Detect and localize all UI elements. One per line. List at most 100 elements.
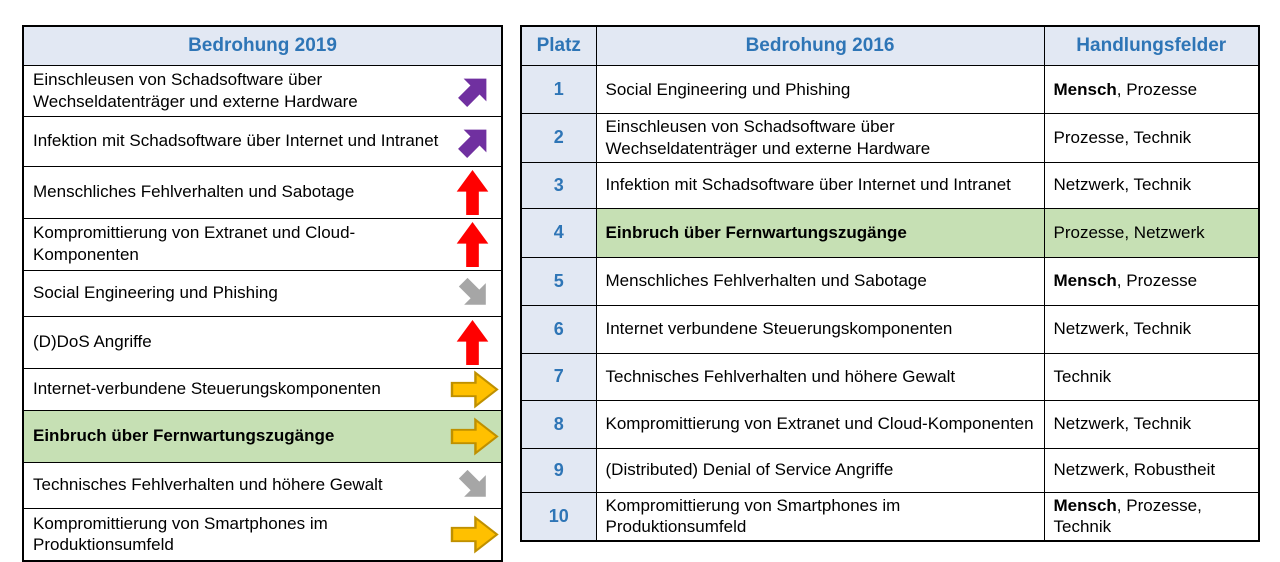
threat-label: Einschleusen von Schadsoftware über Wech… [33,70,358,111]
ranked-threat-row: 9 (Distributed) Denial of Service Angrif… [520,447,1260,493]
col-header-handlungsfelder: Handlungsfelder [1043,25,1260,66]
threat-cell: (Distributed) Denial of Service Angriffe [595,447,1045,493]
threat-label: Internet-verbundene Steuerungskomponente… [33,379,381,399]
threat-row: Menschliches Fehlverhalten und Sabotage [22,165,503,219]
threat-row: Einbruch über Fernwartungszugänge [22,409,503,463]
action-field-segment: Netzwerk, Technik [1053,414,1192,434]
action-field-segment: Mensch [1053,79,1117,99]
trend-up-right-icon [458,78,487,108]
action-field-segment: , Prozesse [1116,79,1198,99]
threat-cell: Infektion mit Schadsoftware über Interne… [25,119,500,164]
threat-cell: Kompromittierung von Smartphones im Prod… [595,491,1045,542]
threat-row: Social Engineering und Phishing [22,269,503,317]
threat-label: Einbruch über Fernwartungszugänge [33,426,335,446]
ranked-threat-row: 4 Einbruch über Fernwartungszugänge Proz… [520,207,1260,258]
threat-label: Social Engineering und Phishing [33,283,278,303]
ranked-threat-row: 7 Technisches Fehlverhalten und höhere G… [520,352,1260,401]
col-header-platz: Platz [520,25,597,66]
ranked-threat-row: 10 Kompromittierung von Smartphones im P… [520,491,1260,542]
ranked-threat-row: 6 Internet verbundene Steuerungskomponen… [520,304,1260,354]
threat-cell: Einbruch über Fernwartungszugänge [595,207,1045,258]
action-field-segment: , Prozesse [1116,271,1198,291]
action-fields-cell: Netzwerk, Technik [1043,304,1260,354]
rank-cell: 6 [520,304,597,354]
threat-label: Kompromittierung von Extranet und Cloud-… [33,223,356,264]
action-fields-cell: Netzwerk, Technik [1043,399,1260,449]
action-field-segment: Prozesse, Netzwerk [1053,222,1205,242]
threat-cell: Einbruch über Fernwartungszugänge [25,416,500,456]
left-table-body: Einschleusen von Schadsoftware über Wech… [22,65,503,562]
trend-up-icon [456,221,489,267]
bedrohung-2019-table: Bedrohung 2019 Einschleusen von Schadsof… [22,25,503,562]
rank-cell: 2 [520,113,597,163]
right-table-header-row: Platz Bedrohung 2016 Handlungsfelder [520,25,1260,66]
threat-label: Menschliches Fehlverhalten und Sabotage [33,182,355,202]
action-field-segment: Netzwerk, Robustheit [1053,460,1216,480]
threat-cell: Kompromittierung von Extranet und Cloud-… [595,399,1045,449]
threat-cell: (D)DoS Angriffe [25,318,500,367]
trend-right-icon [450,416,499,456]
threat-cell: Internet verbundene Steuerungskomponente… [595,304,1045,354]
action-field-segment: Technik [1053,366,1112,386]
action-fields-cell: Mensch, Prozesse [1043,256,1260,306]
threat-row: Infektion mit Schadsoftware über Interne… [22,115,503,167]
threat-label: (D)DoS Angriffe [33,332,152,352]
threat-label: Kompromittierung von Smartphones im Prod… [33,513,328,555]
action-fields-cell: Prozesse, Technik [1043,113,1260,163]
left-table-title: Bedrohung 2019 [22,25,503,66]
threat-row: (D)DoS Angriffe [22,315,503,369]
threat-label: Infektion mit Schadsoftware über Interne… [33,131,439,151]
trend-up-icon [456,169,489,215]
threat-row: Einschleusen von Schadsoftware über Wech… [22,65,503,117]
threat-cell: Kompromittierung von Smartphones im Prod… [25,511,500,559]
action-field-segment: Netzwerk, Technik [1053,319,1192,339]
rank-cell: 1 [520,65,597,114]
threat-label: Technisches Fehlverhalten und höhere Gew… [33,475,383,495]
action-fields-cell: Mensch, Prozesse, Technik [1043,491,1260,542]
action-field-segment: Mensch [1053,495,1117,515]
rank-cell: 8 [520,399,597,449]
bedrohung-2016-table: Platz Bedrohung 2016 Handlungsfelder 1 S… [520,25,1260,542]
threat-row: Internet-verbundene Steuerungskomponente… [22,367,503,411]
threat-row: Kompromittierung von Smartphones im Prod… [22,507,503,562]
rank-cell: 5 [520,256,597,306]
threat-cell: Menschliches Fehlverhalten und Sabotage [25,168,500,217]
ranked-threat-row: 2 Einschleusen von Schadsoftware über We… [520,113,1260,163]
rank-cell: 3 [520,161,597,209]
action-field-segment: Netzwerk, Technik [1053,175,1192,195]
threat-cell: Infektion mit Schadsoftware über Interne… [595,161,1045,209]
trend-right-icon [450,369,499,409]
trend-up-right-icon [458,129,487,158]
threat-cell: Einschleusen von Schadsoftware über Wech… [25,67,500,115]
rank-cell: 7 [520,352,597,401]
action-fields-cell: Mensch, Prozesse [1043,65,1260,114]
threat-cell: Internet-verbundene Steuerungskomponente… [25,369,500,409]
trend-right-icon [450,515,499,554]
action-field-segment: Mensch [1053,271,1117,291]
action-fields-cell: Netzwerk, Technik [1043,161,1260,209]
action-fields-cell: Netzwerk, Robustheit [1043,447,1260,493]
trend-down-right-icon [458,469,486,497]
ranked-threat-row: 1 Social Engineering und Phishing Mensch… [520,65,1260,114]
action-fields-cell: Technik [1043,352,1260,401]
threat-row: Technisches Fehlverhalten und höhere Gew… [22,461,503,509]
threat-cell: Technisches Fehlverhalten und höhere Gew… [25,464,500,507]
threat-cell: Social Engineering und Phishing [595,65,1045,114]
action-fields-cell: Prozesse, Netzwerk [1043,207,1260,258]
ranked-threat-row: 3 Infektion mit Schadsoftware über Inter… [520,161,1260,209]
action-field-segment: Prozesse, Technik [1053,127,1192,147]
threat-cell: Kompromittierung von Extranet und Cloud-… [25,220,500,269]
ranked-threat-row: 8 Kompromittierung von Extranet und Clou… [520,399,1260,449]
trend-up-icon [456,319,489,365]
action-field-segment: , Prozesse, Technik [1053,495,1202,537]
right-table-body: 1 Social Engineering und Phishing Mensch… [520,65,1260,542]
rank-cell: 10 [520,491,597,542]
trend-down-right-icon [458,277,486,305]
ranked-threat-row: 5 Menschliches Fehlverhalten und Sabotag… [520,256,1260,306]
left-table-header-row: Bedrohung 2019 [22,25,503,66]
col-header-bedrohung-2016: Bedrohung 2016 [595,25,1045,66]
threat-cell: Einschleusen von Schadsoftware über Wech… [595,113,1045,163]
threat-cell: Technisches Fehlverhalten und höhere Gew… [595,352,1045,401]
threat-cell: Social Engineering und Phishing [25,272,500,315]
rank-cell: 4 [520,207,597,258]
